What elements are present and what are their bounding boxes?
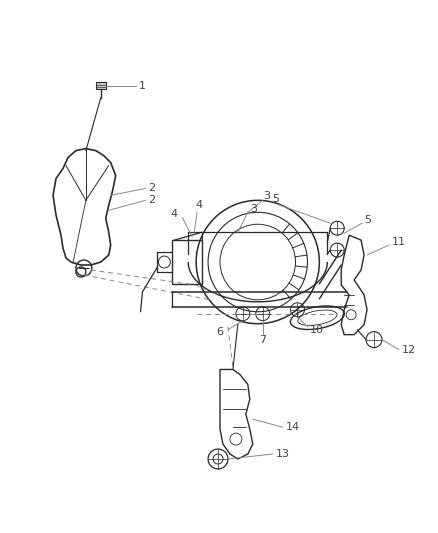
Text: 10: 10 [309, 325, 323, 335]
Text: 7: 7 [259, 335, 266, 345]
Text: 5: 5 [273, 195, 279, 204]
Text: 5: 5 [364, 215, 371, 225]
Text: 2: 2 [148, 196, 155, 205]
Text: 4: 4 [195, 200, 202, 211]
Text: 13: 13 [276, 449, 290, 459]
Text: 11: 11 [392, 237, 406, 247]
Text: 14: 14 [286, 422, 300, 432]
Text: 4: 4 [170, 209, 177, 219]
Text: 6: 6 [216, 327, 223, 337]
Text: 3: 3 [250, 204, 257, 214]
Text: 1: 1 [138, 81, 145, 91]
Text: 2: 2 [148, 183, 155, 193]
Text: 12: 12 [402, 344, 416, 354]
FancyBboxPatch shape [96, 82, 106, 89]
Text: 3: 3 [263, 191, 270, 201]
